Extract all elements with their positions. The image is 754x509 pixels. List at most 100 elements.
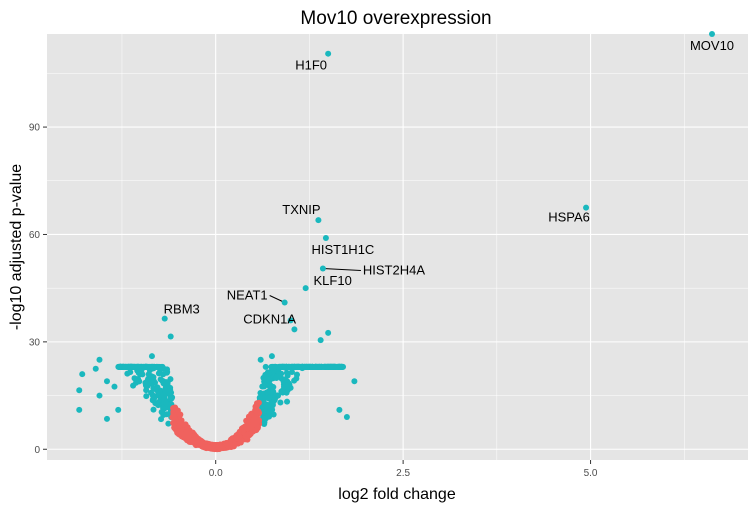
significant-point [96, 392, 103, 399]
significant-point [270, 411, 277, 418]
x-tick-label: 0.0 [209, 468, 223, 479]
significant-point [147, 380, 154, 387]
significant-point [148, 353, 155, 360]
significant-point [103, 415, 110, 422]
significant-point [263, 402, 270, 409]
significant-point [160, 392, 167, 399]
significant-point [150, 385, 157, 392]
labeled-gene-point [302, 285, 309, 292]
grid-lines [47, 34, 748, 460]
significant-point [135, 375, 142, 382]
significant-point [111, 383, 118, 390]
significant-point [336, 406, 343, 413]
significant-point [316, 363, 323, 370]
labeled-gene-point [161, 315, 168, 322]
significant-point [96, 356, 103, 363]
non-significant-point [176, 428, 183, 435]
significant-point [283, 369, 290, 376]
significant-point [294, 363, 301, 370]
significant-point [143, 387, 150, 394]
significant-point [127, 363, 134, 370]
x-tick-label: 5.0 [584, 468, 598, 479]
significant-point [92, 365, 99, 372]
y-tick-label: 90 [29, 123, 41, 134]
gene-label: RBM3 [164, 302, 200, 317]
non-significant-point [217, 444, 224, 451]
significant-point [79, 371, 86, 378]
significant-point [284, 398, 291, 405]
x-tick-label: 2.5 [396, 468, 410, 479]
significant-point [160, 371, 167, 378]
labeled-gene-point [325, 50, 332, 57]
significant-point [317, 337, 324, 344]
significant-point [140, 363, 147, 370]
significant-point [262, 363, 269, 370]
significant-point [117, 363, 124, 370]
labeled-gene-point [315, 217, 322, 224]
significant-point [167, 395, 174, 402]
significant-point [165, 420, 172, 427]
significant-point [157, 376, 164, 383]
significant-point [115, 406, 122, 413]
significant-point [158, 409, 165, 416]
significant-point [329, 363, 336, 370]
significant-point [261, 421, 268, 428]
significant-point [163, 400, 170, 407]
non-significant-point [224, 442, 231, 449]
significant-point [260, 383, 267, 390]
significant-point [162, 387, 169, 394]
significant-point [155, 402, 162, 409]
significant-point [270, 388, 277, 395]
labeled-gene-point [281, 299, 288, 306]
y-tick-label: 60 [29, 230, 41, 241]
significant-point [323, 363, 330, 370]
significant-point [278, 388, 285, 395]
y-tick-label: 0 [34, 445, 40, 456]
labeled-points: MOV10 H1F0 HSPA6 TXNIP HIST1H1C HIST2H4A KLF10… [161, 31, 734, 326]
significant-point [271, 396, 278, 403]
non-significant-point [212, 444, 219, 451]
labeled-gene-point [319, 265, 326, 272]
significant-point [149, 392, 156, 399]
y-tick-label: 30 [29, 337, 41, 348]
labeled-gene-point [287, 317, 294, 324]
non-significant-point [186, 427, 193, 434]
significant-point [150, 365, 157, 372]
gene-label: H1F0 [295, 58, 327, 73]
gene-label: CDKN1A [243, 311, 296, 326]
bulk-points [115, 363, 347, 453]
significant-point [288, 368, 295, 375]
y-axis-title: -log10 adjusted p-value [8, 164, 25, 330]
gene-label: TXNIP [282, 202, 320, 217]
non-significant-point [171, 424, 178, 431]
significant-point [282, 376, 289, 383]
significant-point [143, 393, 150, 400]
significant-point [291, 326, 298, 333]
significant-point [269, 384, 276, 391]
labeled-gene-point [322, 235, 329, 242]
significant-point [301, 363, 308, 370]
gene-label: HIST1H1C [311, 242, 374, 257]
non-significant-point [254, 423, 261, 430]
significant-point [266, 408, 273, 415]
gene-label: MOV10 [690, 38, 734, 53]
significant-point [163, 411, 170, 418]
chart-title: Mov10 overexpression [300, 8, 491, 29]
labeled-gene-point [583, 204, 590, 211]
significant-point [265, 376, 272, 383]
non-significant-point [255, 408, 262, 415]
significant-point [276, 372, 283, 379]
significant-point [268, 353, 275, 360]
gene-label-leader [322, 267, 361, 271]
significant-point [150, 406, 157, 413]
significant-point [271, 363, 278, 370]
non-significant-point [246, 424, 253, 431]
non-significant-point [242, 432, 249, 439]
gene-label: HSPA6 [548, 210, 590, 225]
non-significant-point [170, 411, 177, 418]
significant-point [264, 389, 271, 396]
significant-point [280, 363, 287, 370]
significant-points [76, 326, 358, 422]
non-significant-point [231, 440, 238, 447]
